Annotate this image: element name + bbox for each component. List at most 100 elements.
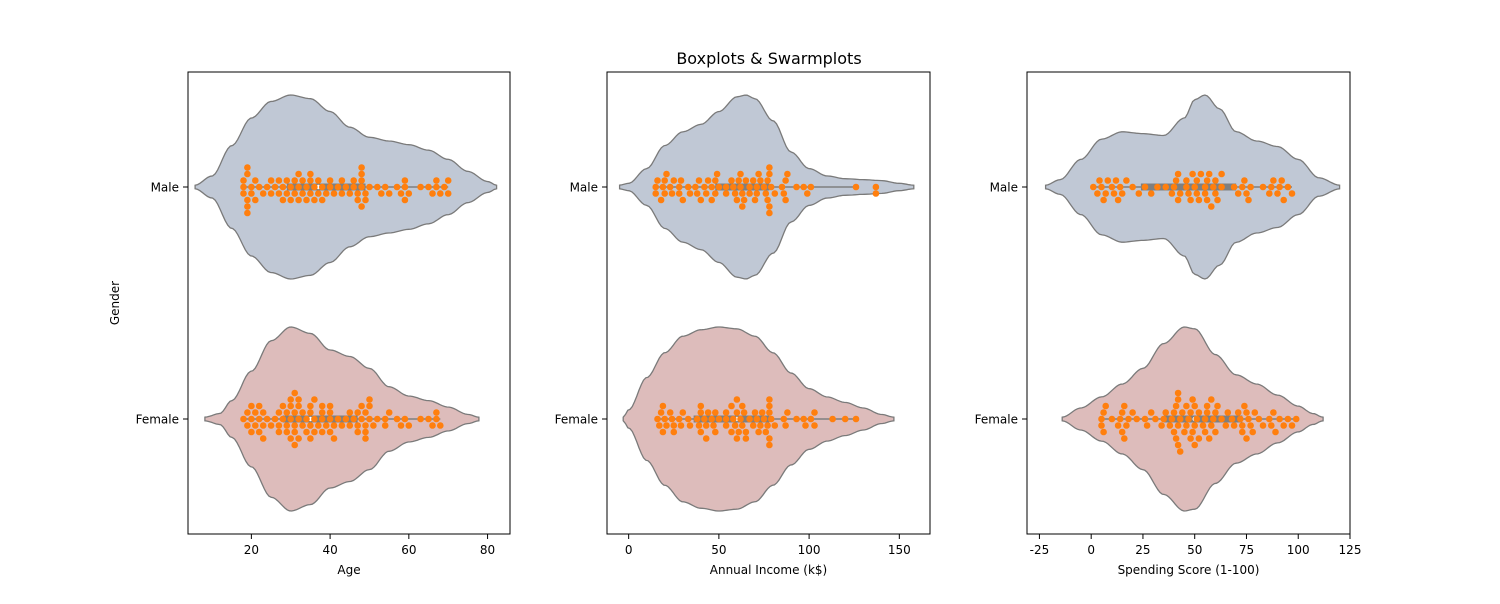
male-swarm-point: [1110, 190, 1118, 197]
x-tick-label: 20: [244, 543, 259, 557]
male-swarm-point: [283, 190, 291, 197]
male-swarm-point: [1170, 183, 1178, 191]
male-swarm-point: [267, 177, 275, 184]
male-swarm-point: [1274, 190, 1281, 197]
male-swarm-point: [661, 177, 668, 184]
male-swarm-point: [1218, 170, 1225, 178]
male-swarm-point: [275, 190, 283, 197]
female-swarm-point: [1187, 409, 1194, 416]
male-swarm-point: [441, 183, 448, 191]
male-swarm-point: [731, 190, 739, 197]
female-swarm-point: [1212, 428, 1219, 436]
male-swarm-point: [737, 183, 744, 191]
male-swarm-point: [433, 183, 440, 191]
female-swarm-point: [354, 409, 362, 416]
female-swarm-point: [661, 415, 668, 423]
female-swarm-point: [1176, 448, 1184, 455]
female-swarm-point: [405, 422, 413, 429]
x-tick-label: 125: [1339, 543, 1362, 557]
male-swarm-point: [315, 177, 322, 184]
male-swarm-point: [713, 170, 721, 178]
female-swarm-point: [1114, 422, 1122, 429]
male-swarm-point: [244, 164, 251, 171]
female-swarm-point: [259, 422, 267, 429]
male-swarm-point: [240, 177, 247, 184]
female-swarm-point: [326, 409, 334, 416]
y-tick-label-male: Male: [151, 181, 179, 195]
male-swarm-point: [362, 190, 369, 197]
female-swarm-point: [417, 415, 424, 423]
male-swarm-point: [804, 190, 811, 197]
female-swarm-point: [829, 415, 836, 423]
male-swarm-point: [793, 183, 800, 191]
female-swarm-point: [757, 422, 764, 429]
female-swarm-point: [852, 415, 860, 423]
male-swarm-point: [299, 177, 306, 184]
male-swarm-point: [766, 203, 773, 210]
female-swarm-point: [346, 409, 354, 416]
male-swarm-point: [326, 183, 334, 191]
female-swarm-point: [1143, 422, 1151, 429]
female-swarm-point: [766, 441, 773, 449]
male-swarm-point: [1172, 177, 1180, 184]
female-swarm-point: [330, 435, 338, 442]
y-tick-label-male: Male: [990, 181, 1018, 195]
female-swarm-point: [766, 396, 773, 403]
female-swarm-point: [1118, 409, 1126, 416]
female-swarm-point: [318, 402, 326, 410]
male-swarm-point: [697, 196, 705, 204]
female-swarm-point: [244, 409, 251, 416]
female-swarm-point: [248, 428, 255, 436]
female-swarm-point: [712, 409, 719, 416]
male-swarm-point: [1212, 190, 1219, 197]
male-swarm-point: [675, 190, 683, 197]
male-swarm-point: [1090, 183, 1097, 191]
female-swarm-point: [291, 422, 299, 429]
female-swarm-point: [735, 428, 742, 436]
male-swarm-point: [722, 183, 730, 191]
male-swarm-point: [784, 170, 791, 178]
male-swarm-point: [1241, 177, 1248, 184]
male-swarm-point: [1278, 177, 1285, 184]
female-swarm-point: [1158, 422, 1165, 429]
female-swarm-point: [338, 422, 346, 429]
female-swarm-point: [659, 402, 667, 410]
female-swarm-point: [733, 435, 741, 442]
male-box: [286, 183, 366, 191]
female-swarm-point: [758, 409, 766, 416]
male-swarm-point: [782, 196, 789, 204]
female-swarm-point: [807, 415, 815, 423]
female-swarm-point: [283, 428, 291, 436]
female-swarm-point: [800, 415, 807, 423]
female-swarm-point: [702, 422, 710, 429]
male-swarm-point: [872, 190, 880, 197]
female-swarm-point: [381, 415, 389, 423]
female-swarm-point: [397, 422, 405, 429]
male-swarm-point: [244, 209, 251, 217]
male-swarm-point: [322, 190, 330, 197]
female-swarm-point: [1162, 409, 1169, 416]
female-swarm-point: [771, 422, 779, 429]
female-swarm-point: [295, 402, 302, 410]
male-swarm-point: [401, 196, 409, 204]
female-swarm-point: [793, 415, 800, 423]
male-swarm-point: [275, 177, 283, 184]
male-swarm-point: [444, 190, 452, 197]
female-swarm-point: [259, 435, 267, 442]
x-tick-label: -25: [1030, 543, 1050, 557]
male-swarm-point: [782, 177, 789, 184]
female-swarm-point: [1212, 409, 1219, 416]
female-swarm-point: [1187, 435, 1194, 442]
male-swarm-point: [1197, 170, 1205, 178]
female-swarm-point: [275, 409, 283, 416]
male-swarm-point: [704, 177, 712, 184]
female-swarm-point: [326, 415, 334, 423]
male-swarm-point: [1162, 183, 1169, 191]
female-swarm-point: [362, 422, 369, 429]
female-swarm-point: [1183, 402, 1190, 410]
female-swarm-point: [751, 409, 759, 416]
female-swarm-point: [322, 422, 330, 429]
female-swarm-point: [654, 415, 661, 423]
y-tick-label-male: Male: [570, 181, 598, 195]
male-swarm-point: [1191, 183, 1198, 191]
